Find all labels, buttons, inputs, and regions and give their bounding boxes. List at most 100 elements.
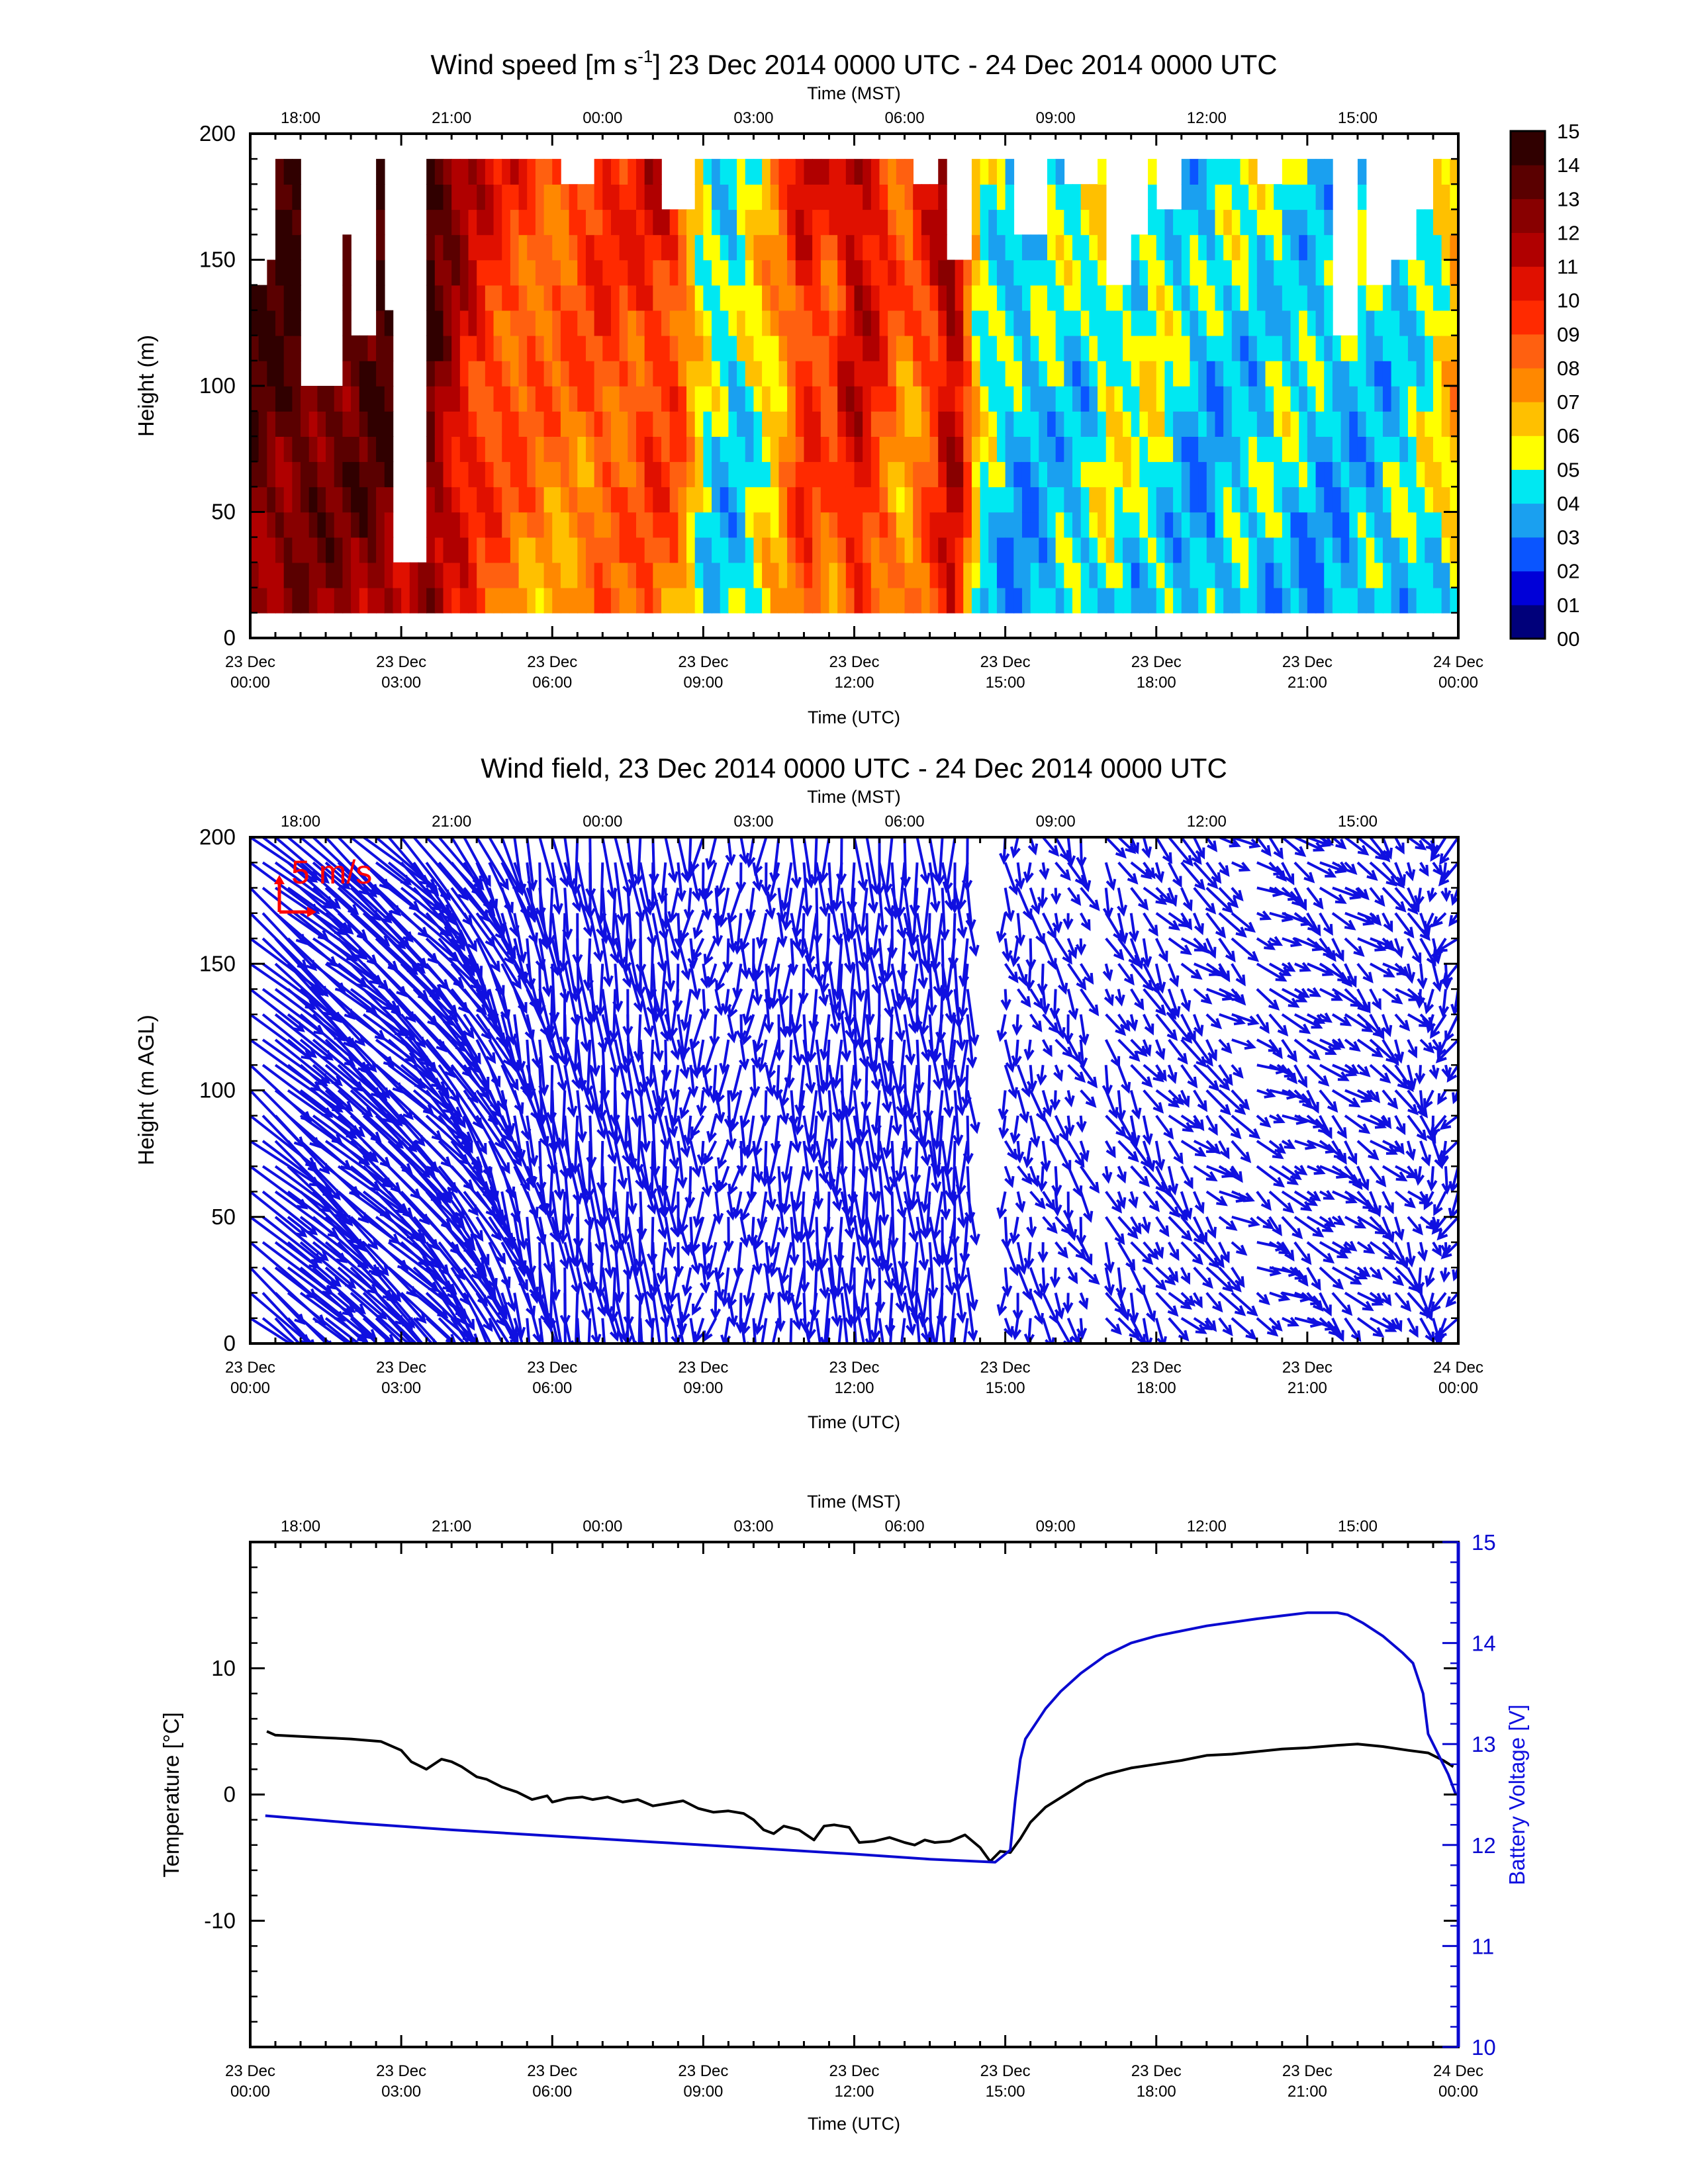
wind-vector-head (544, 934, 556, 947)
heatmap-cell (955, 360, 964, 387)
heatmap-cell (1030, 360, 1040, 387)
heatmap-cell (485, 436, 494, 463)
heatmap-cell (502, 209, 511, 236)
wind-vector (784, 887, 793, 929)
heatmap-cell (854, 259, 863, 286)
heatmap-cell (1198, 285, 1207, 311)
heatmap-cell (669, 234, 679, 261)
heatmap-cell (1039, 461, 1048, 488)
heatmap-cell (854, 335, 863, 361)
wind-vector (274, 1038, 330, 1083)
heatmap-cell (1105, 587, 1115, 614)
heatmap-cell (1173, 562, 1182, 588)
wind-vector (500, 1242, 528, 1290)
heatmap-cell (510, 436, 520, 463)
heatmap-cell (619, 259, 629, 286)
heatmap-cell (653, 159, 662, 185)
wind-vector-head (671, 1334, 682, 1343)
wind-vector (375, 912, 427, 968)
heatmap-cell (1198, 184, 1207, 210)
heatmap-cell (737, 310, 746, 336)
heatmap-cell (921, 184, 931, 210)
heatmap-cell (577, 335, 586, 361)
wind-vector-head (692, 1216, 704, 1228)
wind-vector-head (639, 1360, 647, 1369)
heatmap-cell (896, 411, 906, 437)
heatmap-cell (1190, 259, 1199, 286)
wind-vector (324, 1064, 393, 1123)
heatmap-cell (971, 411, 981, 437)
wind-vector-head (609, 1114, 620, 1126)
heatmap-cell (1432, 436, 1442, 463)
heatmap-cell (963, 411, 972, 437)
heatmap-cell (1131, 310, 1141, 336)
heatmap-cell (787, 461, 796, 488)
heatmap-cell (1005, 234, 1015, 261)
heatmap-cell (938, 486, 947, 513)
heatmap-cell (913, 486, 922, 513)
heatmap-cell (938, 360, 947, 387)
wind-vector-head (559, 1257, 570, 1270)
heatmap-cell (543, 209, 553, 236)
heatmap-cell (434, 386, 444, 412)
heatmap-cell (770, 486, 780, 513)
heatmap-cell (955, 386, 964, 412)
wind-vector (687, 887, 692, 919)
wind-vector-head (488, 1383, 496, 1392)
heatmap-cell (1013, 259, 1023, 286)
heatmap-cell (653, 587, 662, 614)
heatmap-cell (1089, 360, 1098, 387)
wind-vector (1002, 1115, 1007, 1137)
heatmap-cell (896, 587, 906, 614)
wind-vector-head (514, 1102, 524, 1115)
heatmap-cell (921, 259, 931, 286)
wind-vector (790, 1014, 801, 1064)
wind-vector (708, 1115, 718, 1141)
heatmap-cell (863, 461, 872, 488)
heatmap-cell (502, 562, 511, 588)
heatmap-cell (635, 537, 645, 563)
wind-vector-head (674, 938, 685, 950)
heatmap-cell (1047, 209, 1056, 236)
heatmap-cell (510, 159, 520, 185)
wind-vector-head (845, 1283, 856, 1295)
heatmap-cell (963, 335, 972, 361)
wind-vector-head (561, 1345, 570, 1354)
wind-vector-head (712, 934, 724, 947)
heatmap-cell (770, 386, 780, 412)
wind-vector (513, 1318, 524, 1343)
x-tick-label-date: 23 Dec (376, 653, 426, 671)
heatmap-cell (921, 461, 931, 488)
heatmap-cell (913, 310, 922, 336)
wind-vector (853, 1293, 865, 1343)
wind-vector (337, 987, 405, 1036)
wind-vector-head (749, 1086, 761, 1099)
wind-vector-head (778, 1290, 789, 1302)
heatmap-cell (384, 360, 394, 387)
wind-vector (782, 1343, 792, 1389)
heatmap-cell (628, 259, 637, 286)
heatmap-cell (1332, 335, 1342, 361)
wind-vector-head (539, 1203, 550, 1216)
colorbar-swatch (1511, 266, 1545, 301)
wind-vector (876, 1115, 881, 1161)
wind-vector (937, 1115, 944, 1176)
heatmap-cell (1441, 386, 1451, 412)
heatmap-cell (543, 461, 553, 488)
wind-vector (691, 1014, 705, 1049)
wind-vector (299, 886, 353, 934)
heatmap-cell (1089, 234, 1098, 261)
heatmap-cell (863, 360, 872, 387)
wind-vector-head (557, 1345, 566, 1354)
wind-vector-head (882, 1261, 894, 1275)
heatmap-cell (669, 335, 679, 361)
heatmap-cell (795, 285, 805, 311)
heatmap-cell (929, 486, 939, 513)
heatmap-cell (518, 209, 528, 236)
wind-vector-head (597, 1392, 606, 1400)
heatmap-cell (1139, 562, 1149, 588)
heatmap-cell (594, 259, 604, 286)
heatmap-cell (1064, 587, 1073, 614)
wind-vector-head (620, 1138, 632, 1151)
heatmap-cell (1240, 537, 1249, 563)
